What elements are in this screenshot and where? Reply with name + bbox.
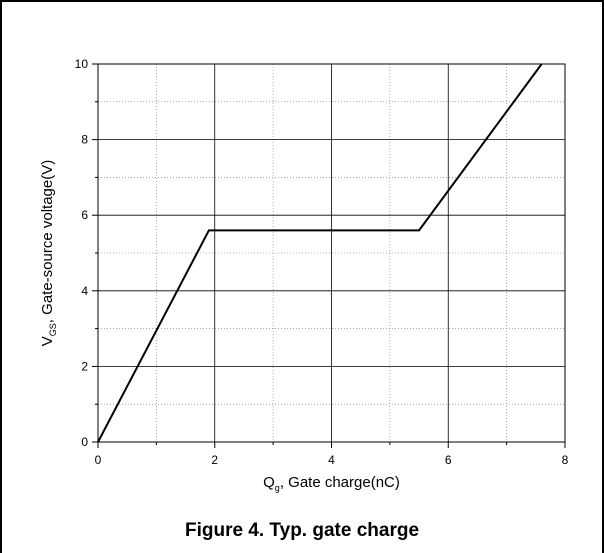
gate-charge-curve [97,63,543,443]
x-axis-label-main: Q [263,474,275,491]
y-tick-label: 8 [81,133,88,147]
y-tick-label: 4 [81,284,88,298]
x-axis-label-sub: g [275,483,280,493]
y-axis-label-rest: , Gate-source voltage(V) [39,160,56,323]
x-tick-label: 6 [445,453,452,467]
y-axis-label-sub: GS [48,323,58,336]
figure-caption: Figure 4. Typ. gate charge [184,520,420,541]
series-group [97,63,543,443]
tick-marks [92,63,566,448]
x-axis-label: Qg, Gate charge(nC) [263,474,400,493]
y-tick-label: 10 [75,57,89,71]
x-tick-label: 0 [95,453,102,467]
grid [98,64,565,442]
y-axis-label: VGS, Gate-source voltage(V) [39,160,58,346]
tick-labels: 0 2 4 6 8 0 2 4 6 8 10 [75,57,569,467]
plot-border [97,63,566,443]
y-tick-label: 6 [81,208,88,222]
y-tick-label: 2 [81,359,88,373]
x-axis-label-rest: , Gate charge(nC) [280,474,400,491]
x-tick-label: 2 [211,453,218,467]
x-tick-label: 8 [562,453,569,467]
y-axis-label-main: V [39,336,56,346]
y-tick-label: 0 [81,435,88,449]
x-tick-label: 4 [328,453,335,467]
